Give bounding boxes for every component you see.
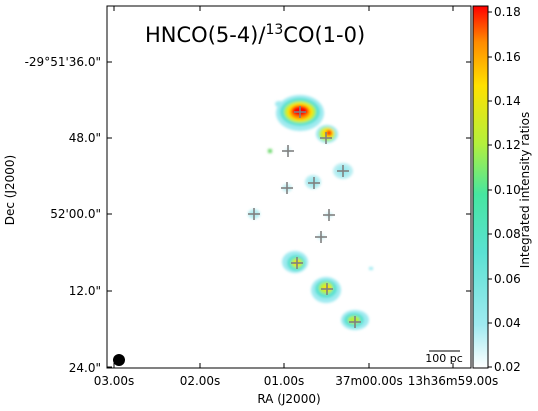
colorbar-tick-label: 0.02 (494, 360, 521, 374)
map-title: HNCO(5-4)/13CO(1-0) (145, 22, 365, 47)
x-tick-label: 13h36m59.00s (408, 374, 498, 388)
x-tick-marks (113, 6, 454, 368)
scale-bar-label: 100 pc (425, 352, 463, 365)
source-markers (248, 106, 361, 328)
y-tick-marks (107, 61, 471, 368)
x-tick-label: 01.00s (264, 374, 305, 388)
marker-cross (294, 106, 306, 118)
marker-cross (323, 209, 335, 221)
marker-cross (337, 165, 349, 177)
marker-cross (291, 257, 303, 269)
colorbar-tick-label: 0.16 (494, 50, 521, 64)
y-tick-label: 52'00.0" (50, 207, 101, 221)
marker-cross (315, 231, 327, 243)
colorbar-tick-label: 0.18 (494, 5, 521, 19)
beam-ellipse (113, 354, 125, 366)
marker-cross (282, 145, 294, 157)
colorbar-tick-label: 0.10 (494, 183, 521, 197)
colorbar-tick-label: 0.14 (494, 94, 521, 108)
y-axis-label: Dec (J2000) (3, 155, 17, 225)
marker-cross (320, 132, 332, 144)
marker-cross (281, 182, 293, 194)
marker-cross (308, 177, 320, 189)
y-tick-label: 12.0" (69, 284, 101, 298)
x-tick-label: 03.00s (94, 374, 135, 388)
x-axis-label: RA (J2000) (257, 392, 320, 406)
scale-bar: 100 pc (425, 350, 463, 365)
colorbar-label: Integrated intensity ratios (518, 112, 532, 268)
marker-cross (321, 283, 333, 295)
colorbar-tick-label: 0.08 (494, 227, 521, 241)
marker-cross (349, 316, 361, 328)
y-tick-label: 48.0" (69, 131, 101, 145)
x-tick-label: 37m00.00s (335, 374, 403, 388)
marker-cross (248, 208, 260, 220)
colorbar-tick-label: 0.12 (494, 138, 521, 152)
y-tick-label: 24.0" (69, 361, 101, 375)
colorbar-tick-label: 0.06 (494, 272, 521, 286)
y-tick-label: -29°51'36.0" (25, 55, 101, 69)
x-tick-label: 02.00s (180, 374, 221, 388)
colorbar: 0.18 0.16 0.14 0.12 0.10 0.08 0.06 0.04 … (472, 5, 532, 374)
colorbar-tick-label: 0.04 (494, 316, 521, 330)
